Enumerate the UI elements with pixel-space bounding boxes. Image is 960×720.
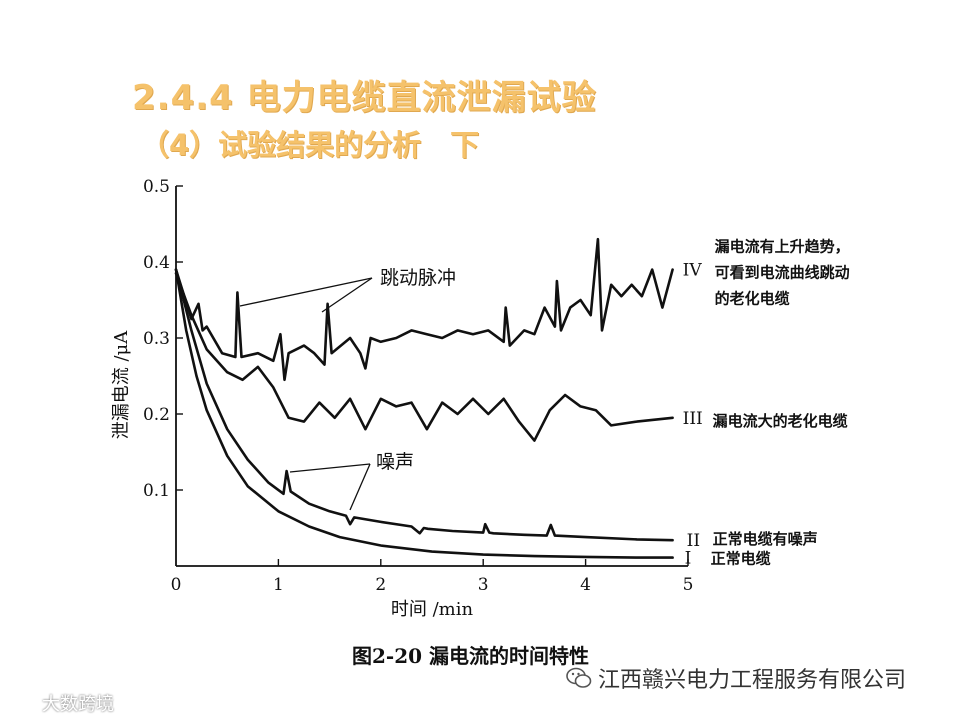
- figure-caption: 图2-20 漏电流的时间特性: [352, 644, 590, 668]
- series-description-iv: 漏电流有上升趋势，可看到电流曲线跳动的老化电缆: [715, 238, 850, 308]
- y-tick-label: 0.1: [143, 481, 170, 501]
- series-label-iii: III: [683, 409, 703, 429]
- series-line-ii: [174, 268, 674, 542]
- annotation-noise-leader: [289, 463, 371, 473]
- brand-watermark-text: 大数跨境: [42, 694, 114, 715]
- source-watermark: 江西赣兴电力工程服务有限公司: [566, 662, 906, 694]
- slide-subtitle: （4）试验结果的分析 下: [140, 128, 480, 162]
- series-line-i: [174, 268, 674, 559]
- y-axis-label: 泄漏电流 /μA: [111, 330, 132, 439]
- y-tick-label: 0.2: [143, 405, 170, 425]
- series-line-iii: [174, 272, 674, 442]
- y-tick-label: 0.4: [143, 253, 170, 273]
- annotation-pulse-leader: [239, 277, 373, 307]
- x-tick-label: 5: [683, 575, 694, 595]
- x-tick-label: 3: [478, 575, 489, 595]
- chart-series: [174, 237, 674, 559]
- slide-title: 2.4.4 电力电缆直流泄漏试验: [132, 78, 597, 118]
- chart-series-labels: I 正常电缆 II 正常电缆有噪声 III 漏电流大的老化电缆 IV 漏电流有上升趋势，可看到…: [683, 238, 850, 569]
- y-tick-label: 0.3: [143, 329, 170, 349]
- series-label-ii: II: [687, 531, 700, 551]
- chart-axes: [175, 186, 688, 567]
- chart-ticks: 0 1 2 3 4 5 0.1 0.2 0.3 0.4 0.5: [143, 177, 693, 595]
- source-watermark-text: 江西赣兴电力工程服务有限公司: [598, 668, 907, 693]
- x-tick-label: 1: [273, 575, 284, 595]
- annotation-pulse-leader: [321, 277, 373, 313]
- x-tick-label: 2: [375, 575, 386, 595]
- brand-logo-icon: [8, 696, 34, 710]
- annotation-pulse: 跳动脉冲: [380, 267, 456, 289]
- annotation-noise-leader: [349, 463, 371, 511]
- y-tick-label: 0.5: [143, 177, 170, 197]
- series-label-iv: IV: [683, 261, 703, 281]
- x-tick-label: 4: [580, 575, 591, 595]
- series-line-iv: [174, 237, 674, 382]
- series-description-iii: 漏电流大的老化电缆: [713, 412, 848, 430]
- series-label-i: I: [685, 549, 692, 569]
- brand-watermark: 大数跨境: [8, 690, 114, 716]
- leakage-current-chart: 0 1 2 3 4 5 0.1 0.2 0.3 0.4 0.5 I 正常电缆 II 正常电缆有噪声 III 漏…: [111, 177, 850, 620]
- annotation-noise: 噪声: [376, 451, 414, 473]
- x-tick-label: 0: [171, 575, 182, 595]
- x-axis-label: 时间 /min: [391, 599, 474, 620]
- series-description-ii: 正常电缆有噪声: [713, 530, 818, 548]
- series-description-i: 正常电缆: [711, 550, 771, 568]
- wechat-icon: [566, 667, 592, 688]
